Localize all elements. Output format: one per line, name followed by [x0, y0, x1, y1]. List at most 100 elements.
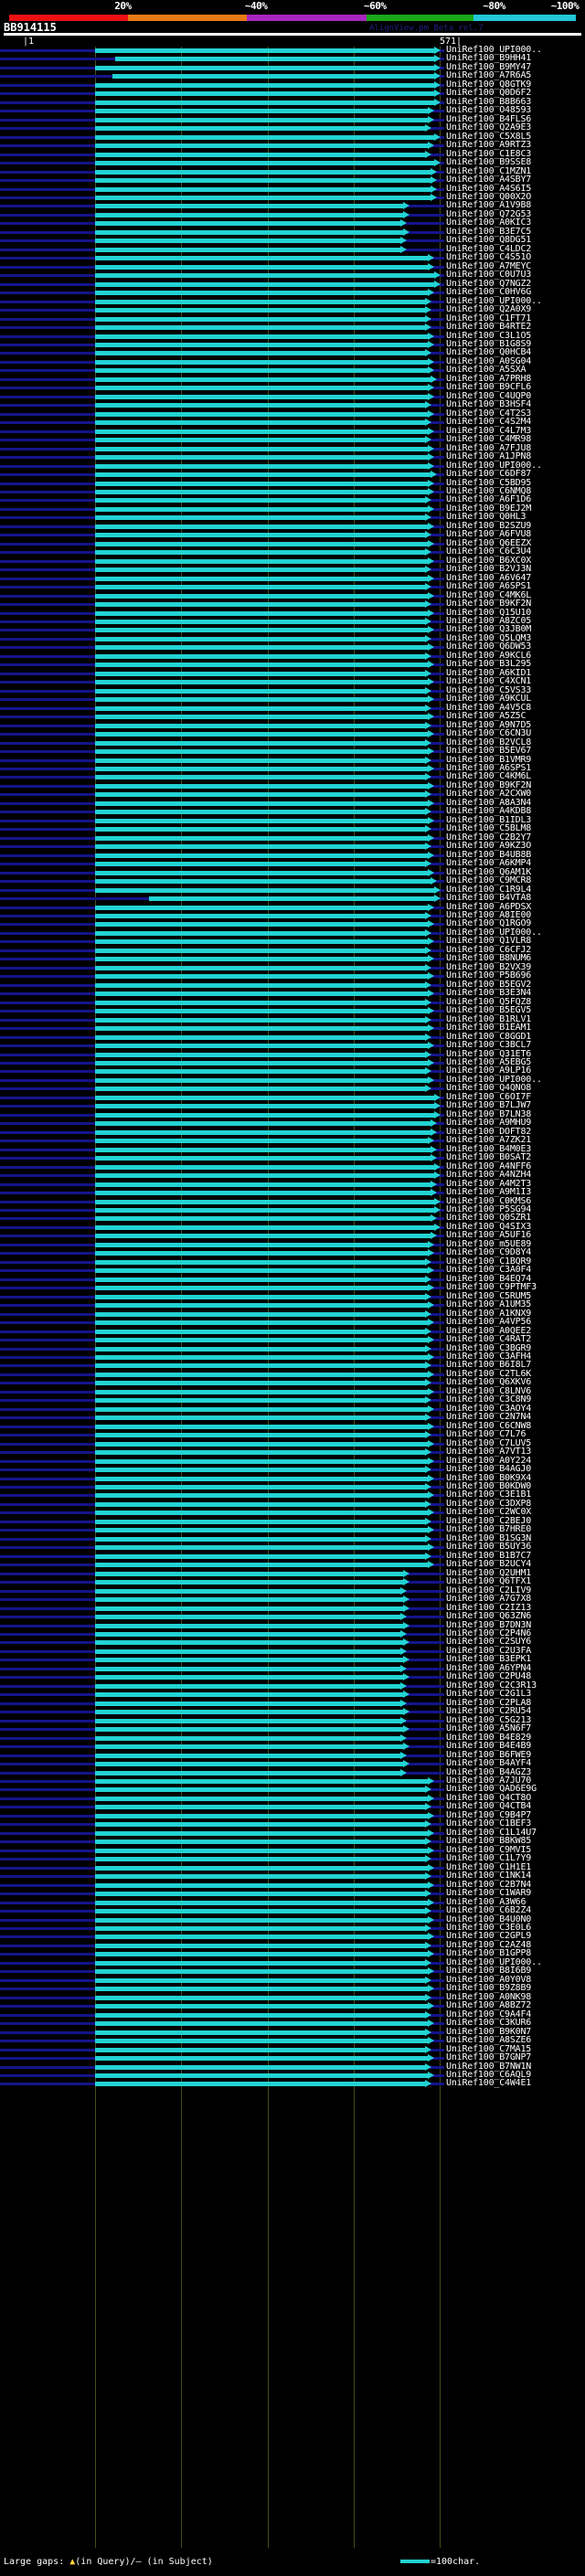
- hit-label[interactable]: UniRef100_B4AYF4: [446, 1758, 532, 1769]
- hit-label[interactable]: UniRef100_B5EGV5: [446, 1005, 532, 1016]
- hit-segment[interactable]: [95, 1830, 428, 1836]
- hit-label[interactable]: UniRef100_C4LDC2: [446, 243, 532, 254]
- hit-row[interactable]: UniRef100_B9SSE8: [0, 158, 585, 167]
- hit-segment[interactable]: [95, 853, 428, 858]
- hit-segment[interactable]: [95, 1874, 426, 1880]
- hit-label[interactable]: UniRef100_A6F1D6: [446, 494, 532, 505]
- hit-segment[interactable]: [95, 1952, 428, 1957]
- hit-label[interactable]: UniRef100_B9Z8B9: [446, 1983, 532, 1994]
- hit-label[interactable]: UniRef100_B5UY36: [446, 1542, 532, 1553]
- hit-row[interactable]: UniRef100_B5EGV5: [0, 1005, 585, 1016]
- hit-row[interactable]: UniRef100_C3DXP8: [0, 1499, 585, 1509]
- hit-row[interactable]: UniRef100_UPI000..: [0, 46, 585, 55]
- hit-segment[interactable]: [95, 628, 428, 633]
- hit-row[interactable]: UniRef100_C6NMQ8: [0, 486, 585, 496]
- hit-segment[interactable]: [95, 1468, 426, 1473]
- hit-segment[interactable]: [95, 576, 428, 581]
- hit-segment[interactable]: [95, 1224, 434, 1230]
- hit-row[interactable]: UniRef100_Q4CT8O: [0, 1793, 585, 1803]
- hit-label[interactable]: UniRef100_C4MK6L: [446, 589, 532, 600]
- hit-row[interactable]: UniRef100_A6F1D6: [0, 494, 585, 505]
- hit-label[interactable]: UniRef100_C3BCL7: [446, 1040, 532, 1051]
- hit-row[interactable]: UniRef100_A9M1I3: [0, 1188, 585, 1197]
- hit-label[interactable]: UniRef100_B1GPP8: [446, 1948, 532, 1959]
- hit-row[interactable]: UniRef100_A8ZC05: [0, 617, 585, 626]
- hit-row[interactable]: UniRef100_C2PU48: [0, 1672, 585, 1681]
- hit-row[interactable]: UniRef100_B4FLS6: [0, 114, 585, 124]
- hit-row[interactable]: UniRef100_C3AFH4: [0, 1352, 585, 1362]
- hit-label[interactable]: UniRef100_A6SPS1: [446, 581, 532, 592]
- hit-segment[interactable]: [95, 65, 434, 70]
- hit-label[interactable]: UniRef100_A4VP56: [446, 1317, 532, 1328]
- hit-row[interactable]: UniRef100_B9MY47: [0, 62, 585, 72]
- hit-segment[interactable]: [95, 740, 426, 746]
- hit-row[interactable]: UniRef100_C6DF87: [0, 469, 585, 480]
- hit-label[interactable]: UniRef100_UPI000..: [446, 295, 542, 306]
- hit-row[interactable]: UniRef100_A0NK98: [0, 1992, 585, 2002]
- hit-row[interactable]: UniRef100_B1VMR9: [0, 755, 585, 765]
- hit-row[interactable]: UniRef100_B9Z8B9: [0, 1983, 585, 1994]
- hit-segment[interactable]: [95, 1424, 428, 1429]
- hit-segment[interactable]: [95, 1935, 428, 1940]
- hit-label[interactable]: UniRef100_C6DF87: [446, 469, 532, 480]
- hit-row[interactable]: UniRef100_C2WC0X: [0, 1508, 585, 1517]
- hit-label[interactable]: UniRef100_A9N7D5: [446, 719, 532, 730]
- hit-row[interactable]: UniRef100_A0QEE2: [0, 1326, 585, 1336]
- hit-label[interactable]: UniRef100_C6B2Z4: [446, 1905, 532, 1916]
- hit-row[interactable]: UniRef100_A9KCUL: [0, 694, 585, 704]
- hit-segment[interactable]: [95, 1017, 426, 1023]
- hit-label[interactable]: UniRef100_Q5FQZ8: [446, 996, 532, 1007]
- hit-label[interactable]: UniRef100_A0SG04: [446, 355, 532, 366]
- hit-segment[interactable]: [95, 1917, 428, 1923]
- hit-row[interactable]: UniRef100_C4UQP0: [0, 391, 585, 401]
- hit-row[interactable]: UniRef100_A9KZ3O: [0, 842, 585, 851]
- hit-row[interactable]: UniRef100_B1GPP8: [0, 1948, 585, 1959]
- hit-label[interactable]: UniRef100_A7FJU8: [446, 442, 532, 453]
- hit-segment[interactable]: [95, 1476, 428, 1481]
- hit-row[interactable]: UniRef100_B6I8L7: [0, 1361, 585, 1370]
- hit-row[interactable]: UniRef100_A5UF16: [0, 1231, 585, 1240]
- hit-segment[interactable]: [95, 1406, 428, 1412]
- hit-label[interactable]: UniRef100_B7LN38: [446, 1108, 532, 1119]
- hit-label[interactable]: UniRef100_B9KF2N: [446, 779, 532, 790]
- hit-segment[interactable]: [95, 939, 428, 945]
- hit-row[interactable]: UniRef100_Q6EEZX: [0, 538, 585, 548]
- hit-row[interactable]: UniRef100_Q2A0X9: [0, 304, 585, 315]
- hit-row[interactable]: UniRef100_Q1VLR8: [0, 936, 585, 947]
- hit-label[interactable]: UniRef100_C0KMS6: [446, 1195, 532, 1206]
- hit-segment[interactable]: [95, 524, 428, 529]
- hit-segment[interactable]: [95, 870, 428, 875]
- hit-segment[interactable]: [95, 1857, 426, 1862]
- hit-segment[interactable]: [95, 1052, 426, 1057]
- hit-label[interactable]: UniRef100_A1JPN8: [446, 451, 532, 462]
- hit-label[interactable]: UniRef100_C2PLA8: [446, 1697, 532, 1708]
- hit-row[interactable]: UniRef100_A7JU70: [0, 1776, 585, 1786]
- hit-segment[interactable]: [95, 827, 426, 832]
- hit-row[interactable]: UniRef100_A8IE00: [0, 911, 585, 920]
- hit-label[interactable]: UniRef100_B0K9X4: [446, 1472, 532, 1483]
- hit-row[interactable]: UniRef100_A9RTZ3: [0, 140, 585, 151]
- hit-segment[interactable]: [95, 1658, 404, 1663]
- hit-label[interactable]: UniRef100_Q1VLR8: [446, 936, 532, 947]
- hit-row[interactable]: UniRef100_A5EBG5: [0, 1057, 585, 1067]
- hit-label[interactable]: UniRef100_B2SZU9: [446, 520, 532, 531]
- hit-segment[interactable]: [95, 1129, 431, 1135]
- hit-row[interactable]: UniRef100_B2UCY4: [0, 1560, 585, 1569]
- hit-row[interactable]: UniRef100_UPI000..: [0, 295, 585, 306]
- hit-label[interactable]: UniRef100_B4RTE2: [446, 322, 532, 333]
- hit-segment[interactable]: [95, 680, 428, 685]
- hit-segment[interactable]: [95, 1995, 426, 2000]
- hit-row[interactable]: UniRef100_C1L7Y9: [0, 1854, 585, 1863]
- hit-row[interactable]: UniRef100_B9K0N7: [0, 2027, 585, 2037]
- hit-row[interactable]: UniRef100_A9LP16: [0, 1066, 585, 1076]
- hit-label[interactable]: UniRef100_C2GPL9: [446, 1931, 532, 1942]
- hit-label[interactable]: UniRef100_A9RTZ3: [446, 140, 532, 151]
- hit-row[interactable]: UniRef100_Q0HCB4: [0, 348, 585, 357]
- hit-segment[interactable]: [95, 1839, 426, 1845]
- hit-label[interactable]: UniRef100_Q2A0X9: [446, 304, 532, 315]
- hit-row[interactable]: UniRef100_C4W4E1: [0, 2079, 585, 2088]
- hit-label[interactable]: UniRef100_UPI000..: [446, 1074, 542, 1085]
- hit-row[interactable]: UniRef100_B4RTE2: [0, 323, 585, 332]
- hit-label[interactable]: UniRef100_C4MR98: [446, 434, 532, 445]
- hit-label[interactable]: UniRef100_Q00X2O: [446, 191, 532, 202]
